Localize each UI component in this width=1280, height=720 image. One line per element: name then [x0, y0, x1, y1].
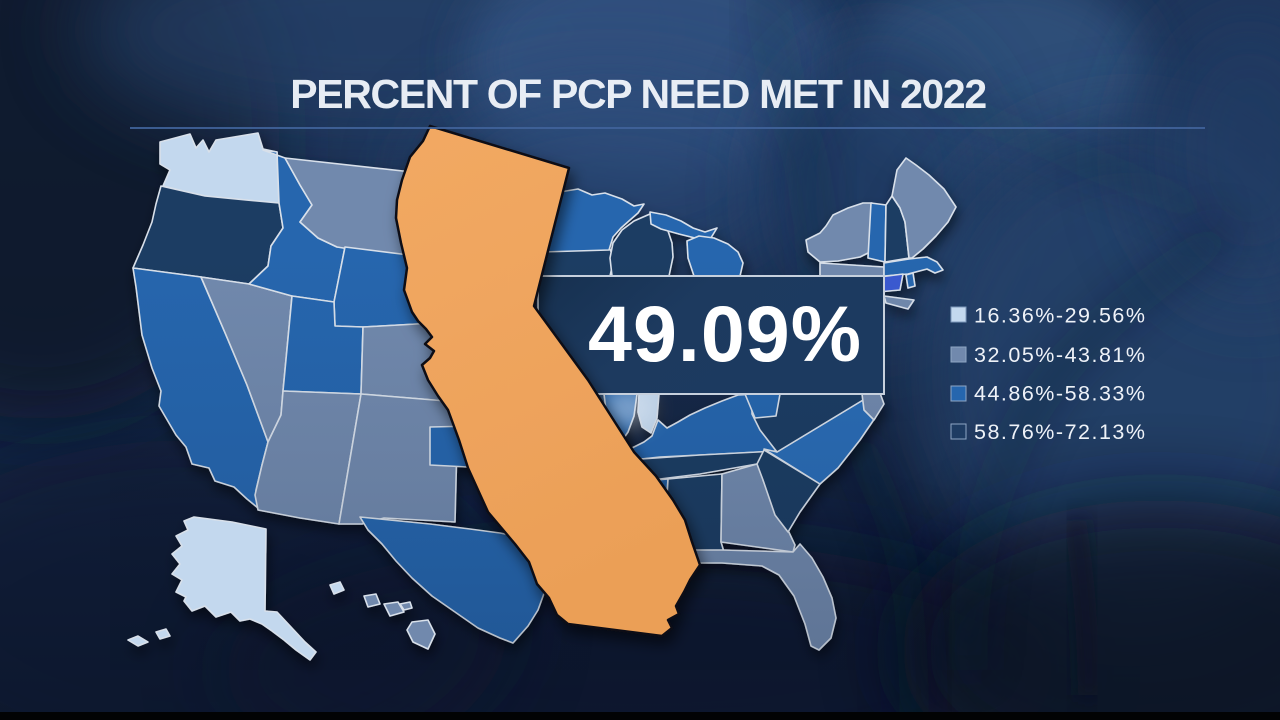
svg-text:44.86%-58.33%: 44.86%-58.33%: [974, 382, 1147, 406]
svg-text:32.05%-43.81%: 32.05%-43.81%: [974, 343, 1147, 367]
svg-text:58.76%-72.13%: 58.76%-72.13%: [974, 420, 1147, 444]
svg-text:16.36%-29.56%: 16.36%-29.56%: [974, 304, 1147, 328]
svg-text:PERCENT OF PCP NEED MET IN 202: PERCENT OF PCP NEED MET IN 2022: [290, 71, 986, 117]
svg-text:49.09%: 49.09%: [588, 289, 862, 378]
